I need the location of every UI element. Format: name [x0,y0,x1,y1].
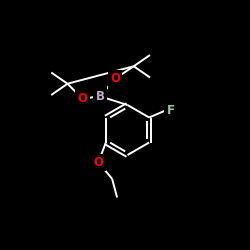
Text: O: O [78,92,88,105]
Text: F: F [166,104,174,117]
Text: O: O [110,72,120,85]
Text: O: O [93,156,103,169]
Text: B: B [96,90,104,103]
